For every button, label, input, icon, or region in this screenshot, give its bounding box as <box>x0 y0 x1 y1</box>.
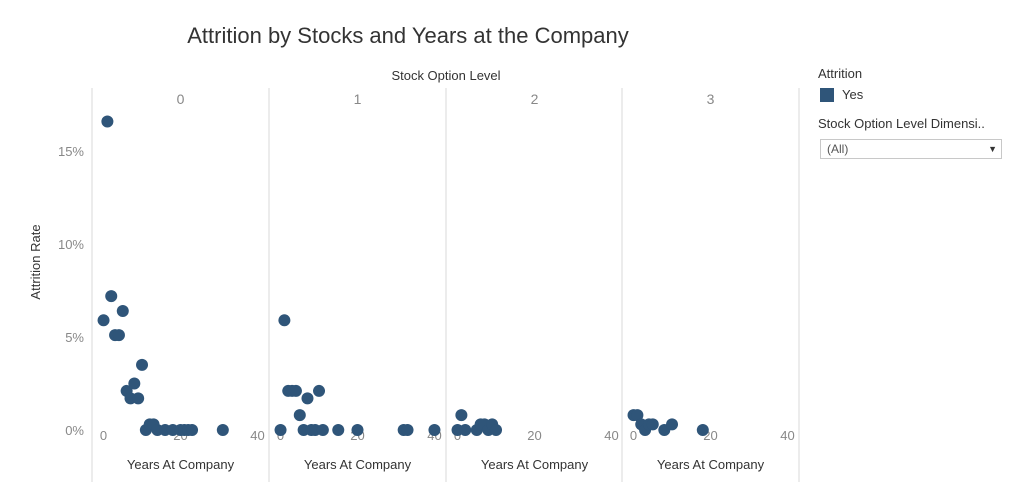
legend-item-label: Yes <box>842 87 864 102</box>
panel-header-label: 3 <box>707 91 715 107</box>
x-axis-title: Years At Company <box>481 457 589 472</box>
scatter-point[interactable] <box>136 358 149 371</box>
chart-title: Attrition by Stocks and Years at the Com… <box>187 23 628 48</box>
legend-item-yes[interactable]: Yes <box>818 87 1018 102</box>
scatter-point[interactable] <box>313 384 326 397</box>
scatter-point[interactable] <box>278 314 291 327</box>
panel-stock-option-1: 102040Years At Company <box>274 91 442 472</box>
x-tick-label: 20 <box>527 428 541 443</box>
scatter-point[interactable] <box>459 423 472 436</box>
column-header: Stock Option Level <box>391 68 500 83</box>
y-tick-label: 10% <box>58 237 84 252</box>
x-axis-title: Years At Company <box>304 457 412 472</box>
scatter-point[interactable] <box>332 423 345 436</box>
scatter-point[interactable] <box>631 409 644 422</box>
scatter-point[interactable] <box>455 409 468 422</box>
x-tick-label: 40 <box>780 428 794 443</box>
scatter-point[interactable] <box>274 423 287 436</box>
scatter-point[interactable] <box>696 423 709 436</box>
panel-header-label: 2 <box>531 91 539 107</box>
panel-stock-option-2: 202040Years At Company <box>451 91 619 472</box>
scatter-point[interactable] <box>289 384 302 397</box>
scatter-point[interactable] <box>186 423 199 436</box>
y-tick-label: 15% <box>58 144 84 159</box>
scatter-point[interactable] <box>116 305 129 318</box>
scatter-point[interactable] <box>351 423 364 436</box>
scatter-point[interactable] <box>105 290 118 303</box>
scatter-point[interactable] <box>128 377 141 390</box>
panel-header-label: 0 <box>177 91 185 107</box>
x-tick-label: 40 <box>604 428 618 443</box>
scatter-point[interactable] <box>666 418 679 431</box>
x-axis-title: Years At Company <box>127 457 235 472</box>
panel-stock-option-0: 002040Years At Company <box>97 91 265 472</box>
x-tick-label: 0 <box>630 428 637 443</box>
scatter-point[interactable] <box>132 392 145 405</box>
scatter-point[interactable] <box>101 115 114 128</box>
x-axis-title: Years At Company <box>657 457 765 472</box>
chevron-down-icon[interactable]: ▼ <box>988 144 997 154</box>
y-axis-title: Attrition Rate <box>28 224 43 299</box>
y-tick-label: 0% <box>65 423 84 438</box>
scatter-point[interactable] <box>646 418 659 431</box>
x-tick-label: 0 <box>100 428 107 443</box>
scatter-point[interactable] <box>490 423 503 436</box>
y-tick-label: 5% <box>65 330 84 345</box>
scatter-point[interactable] <box>216 423 229 436</box>
legend: Attrition Yes Stock Option Level Dimensi… <box>818 66 1018 159</box>
scatter-point[interactable] <box>301 392 314 405</box>
panel-header-label: 1 <box>354 91 362 107</box>
y-axis: 0% 5% 10% 15% <box>58 144 84 438</box>
legend-swatch <box>820 87 834 102</box>
scatter-point[interactable] <box>293 409 306 422</box>
x-tick-label: 40 <box>250 428 264 443</box>
scatter-point[interactable] <box>428 423 441 436</box>
scatter-point[interactable] <box>97 314 110 327</box>
filter-title: Stock Option Level Dimensi.. <box>818 116 985 131</box>
scatter-point[interactable] <box>112 329 125 342</box>
legend-title: Attrition <box>818 66 863 81</box>
stock-option-filter-dropdown[interactable]: (All) ▼ <box>820 139 1002 159</box>
panels: 002040Years At Company102040Years At Com… <box>91 88 800 482</box>
scatter-point[interactable] <box>316 423 329 436</box>
scatter-point[interactable] <box>401 423 414 436</box>
dropdown-value: (All) <box>827 142 849 156</box>
